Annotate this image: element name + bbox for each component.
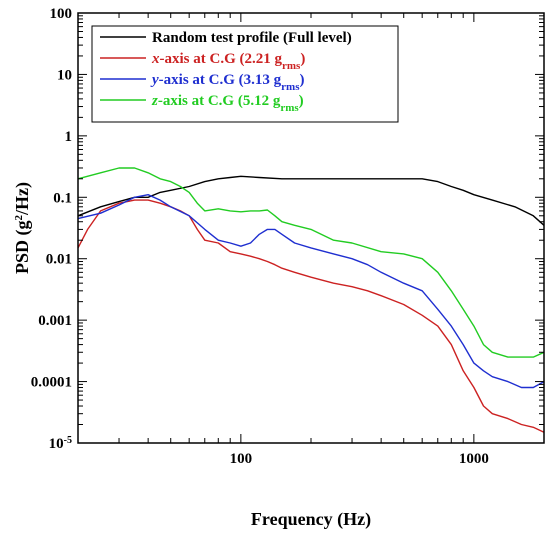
y-tick-label: 10 (57, 67, 72, 83)
y-tick-label: 0.0001 (31, 375, 72, 391)
x-tick-label: 1000 (459, 451, 489, 467)
legend-label-1: Random test profile (Full level) (152, 30, 352, 46)
series-line-2 (77, 199, 545, 433)
y-tick-label: 100 (50, 6, 73, 22)
series-line-3 (77, 193, 545, 389)
legend-label-2: x-axis at C.G (2.21 grms) (151, 51, 305, 72)
y-tick-label: 0.01 (46, 252, 72, 268)
legend-box (91, 25, 399, 123)
axis-ticks (77, 12, 545, 444)
tick-labels: 100 1000 100 10 1 0.1 0.01 0.001 0.0001 10-5 (31, 6, 489, 467)
y-axis-title: PSD (g2/Hz) (12, 182, 33, 274)
x-axis-title: Frequency (Hz) (251, 509, 371, 530)
x-tick-label: 100 (230, 451, 253, 467)
series-line-1 (77, 175, 545, 226)
y-tick-label: 0.1 (53, 190, 72, 206)
legend: Random test profile (Full level) x-axis a… (91, 25, 399, 123)
y-tick-label: 0.001 (38, 313, 72, 329)
legend-label-4: z-axis at C.G (5.12 grms) (151, 93, 304, 114)
legend-label-3: y-axis at C.G (3.13 grms) (150, 72, 305, 93)
series-line-4 (77, 167, 545, 358)
y-tick-label: 10-5 (49, 435, 72, 453)
y-tick-label: 1 (65, 129, 73, 145)
series-lines (77, 167, 545, 433)
